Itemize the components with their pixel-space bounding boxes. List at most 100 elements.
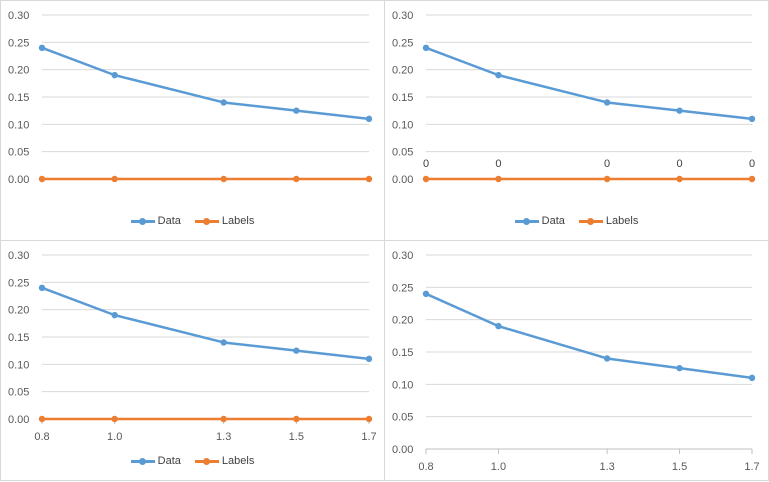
y-tick-label: 0.10 (8, 359, 29, 371)
legend-item: Labels (194, 455, 255, 467)
legend-marker-icon (194, 216, 219, 226)
data-point-data (111, 71, 118, 79)
legend-label: Labels (221, 215, 255, 227)
data-label: 0 (495, 158, 501, 170)
chart-legend: Data Labels (385, 215, 768, 227)
data-point-data (220, 339, 227, 346)
data-label: 0 (749, 158, 755, 170)
data-point-data (495, 71, 502, 79)
legend-item: Data (130, 215, 181, 227)
legend-marker-icon (514, 216, 539, 226)
data-point-data (38, 284, 46, 291)
y-tick-label: 0.30 (392, 10, 413, 22)
y-tick-label: 0.10 (392, 379, 413, 391)
y-tick-label: 0.20 (8, 65, 29, 77)
chart-panel-bottom-left: 0.00 0.05 0.10 0.15 0.20 0.25 0.30 0.8 1.0 1.3 1.5… (0, 240, 385, 481)
y-tick-label: 0.05 (392, 147, 413, 159)
x-tick-label: 1.0 (491, 461, 506, 473)
series-line-data (41, 46, 370, 121)
series-line-data (425, 292, 753, 380)
y-tick-label: 0.20 (392, 65, 413, 77)
legend-item: Data (514, 215, 565, 227)
legend-label: Data (541, 215, 565, 227)
y-tick-label: 0.25 (392, 37, 413, 49)
data-point-labels (220, 175, 227, 183)
data-point-labels (495, 175, 502, 183)
y-tick-label: 0.05 (8, 147, 29, 159)
data-label: 0 (604, 158, 610, 170)
data-label: 0 (423, 158, 429, 170)
y-tick-label: 0.10 (392, 119, 413, 131)
data-point-data (603, 355, 611, 362)
y-tick-label: 0.15 (392, 92, 413, 104)
data-point-data (748, 374, 756, 382)
series-line-data (41, 286, 370, 361)
y-tick-label: 0.15 (8, 332, 29, 344)
data-point-data (422, 44, 430, 51)
data-point-data (603, 99, 611, 106)
x-tick-label: 0.8 (418, 461, 433, 473)
data-point-data (676, 364, 683, 372)
data-point-labels (220, 415, 227, 423)
chart-legend: Data Labels (1, 215, 384, 227)
y-tick-label: 0.05 (392, 412, 413, 424)
data-point-labels (365, 175, 373, 183)
y-tick-label: 0.20 (392, 315, 413, 327)
x-tick-label: 0.8 (34, 431, 49, 443)
chart-panel-top-left: 0.00 0.05 0.10 0.15 0.20 0.25 0.30 Data Labels (0, 0, 385, 241)
data-point-data (220, 99, 227, 106)
y-tick-label: 0.30 (8, 250, 29, 262)
data-point-data (365, 115, 373, 123)
legend-label: Data (157, 455, 181, 467)
data-point-data (293, 347, 300, 354)
y-tick-label: 0.25 (392, 282, 413, 294)
legend-item: Labels (194, 215, 255, 227)
series-line-data (425, 46, 753, 121)
legend-label: Labels (605, 215, 639, 227)
legend-item: Data (130, 455, 181, 467)
data-point-labels (748, 175, 756, 183)
y-tick-label: 0.10 (8, 119, 29, 131)
chart-legend: Data Labels (1, 455, 384, 467)
y-tick-label: 0.00 (392, 444, 413, 456)
chart-plot: 0.00 0.05 0.10 0.15 0.20 0.25 0.30 0.8 1.0 1.3 1.5… (8, 250, 377, 443)
y-tick-label: 0.05 (8, 387, 29, 399)
data-point-labels (111, 175, 118, 183)
chart-plot: 0.00 0.05 0.10 0.15 0.20 0.25 0.30 0 0 0 0 0 (392, 10, 756, 186)
data-point-labels (38, 415, 46, 423)
y-tick-label: 0.25 (8, 277, 29, 289)
data-point-labels (111, 415, 118, 423)
x-tick-label: 1.5 (289, 431, 304, 443)
data-point-labels (293, 415, 300, 423)
y-tick-label: 0.30 (8, 10, 29, 22)
x-tick-label: 1.5 (672, 461, 687, 473)
legend-label: Data (157, 215, 181, 227)
data-point-data (365, 355, 373, 363)
chart-plot: 0.00 0.05 0.10 0.15 0.20 0.25 0.30 (8, 10, 373, 186)
data-point-data (38, 44, 46, 51)
x-tick-label: 1.3 (599, 461, 614, 473)
data-point-labels (38, 175, 46, 183)
data-point-labels (603, 175, 611, 183)
legend-marker-icon (578, 216, 603, 226)
data-point-data (293, 107, 300, 114)
data-point-labels (293, 175, 300, 183)
chart-panel-top-right: 0.00 0.05 0.10 0.15 0.20 0.25 0.30 0 0 0 0 0 Data La… (384, 0, 769, 241)
y-tick-label: 0.00 (392, 174, 413, 186)
data-point-data (495, 322, 502, 330)
data-point-data (422, 290, 430, 297)
y-tick-label: 0.30 (392, 250, 413, 262)
y-tick-label: 0.15 (392, 347, 413, 359)
data-point-data (111, 311, 118, 319)
x-tick-label: 1.7 (744, 461, 759, 473)
legend-label: Labels (221, 455, 255, 467)
legend-marker-icon (194, 456, 219, 466)
legend-marker-icon (130, 216, 155, 226)
chart-plot: 0.00 0.05 0.10 0.15 0.20 0.25 0.30 0.8 1.0 1.3 1.5… (392, 250, 760, 473)
legend-item: Labels (578, 215, 639, 227)
data-point-data (676, 107, 683, 114)
y-tick-label: 0.25 (8, 37, 29, 49)
y-tick-label: 0.00 (8, 414, 29, 426)
data-point-data (748, 115, 756, 123)
y-tick-label: 0.15 (8, 92, 29, 104)
